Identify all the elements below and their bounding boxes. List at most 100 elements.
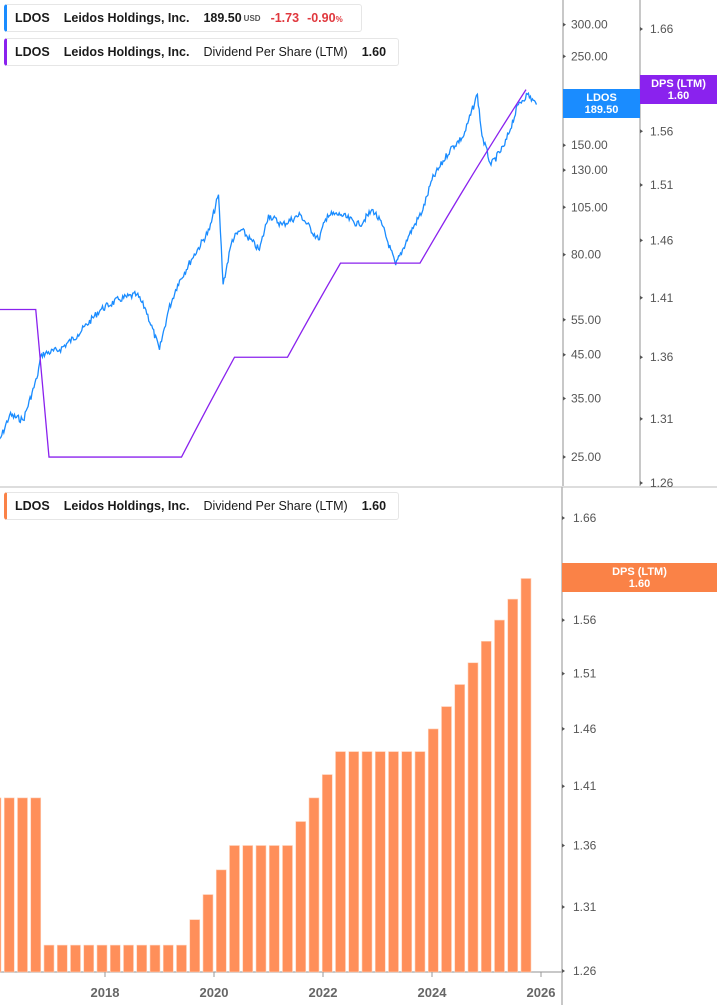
dps-bar [0, 797, 2, 973]
price-tick-label: 105.00 [571, 200, 608, 214]
dps-bar [441, 706, 452, 973]
bottom-y-tick-label: 1.31 [573, 900, 597, 914]
price-tick-label: 25.00 [571, 450, 601, 464]
x-tick-label: 2026 [527, 985, 556, 1000]
dps-bar [123, 944, 134, 973]
dps-bar-chart: 1.661.611.561.511.461.411.361.311.262018… [0, 487, 597, 1005]
dps-line [0, 89, 527, 458]
dps-bar [56, 944, 68, 973]
price-tick-label: 55.00 [571, 313, 601, 327]
legend-company: Leidos Holdings, Inc. [63, 11, 190, 25]
price-tick [563, 352, 566, 357]
bottom-y-tick [562, 726, 565, 731]
legend-price-value: 189.50 [203, 11, 242, 25]
legend-dps[interactable]: LDOS Leidos Holdings, Inc. Dividend Per … [4, 38, 400, 66]
bottom-y-tick [562, 843, 565, 848]
dps-tick-label: 1.51 [650, 178, 674, 192]
dps-bar [282, 845, 293, 973]
price-tick-label: 80.00 [571, 248, 601, 262]
bottom-y-tick [562, 969, 565, 973]
dps-tick-label: 1.66 [650, 22, 674, 36]
legend-value: 1.60 [361, 499, 387, 513]
legend-company: Leidos Holdings, Inc. [63, 499, 190, 513]
dps-tick-label: 1.46 [650, 233, 674, 247]
dps-bar [374, 751, 386, 973]
bottom-y-tick-label: 1.26 [573, 964, 597, 978]
bottom-y-tick-label: 1.46 [573, 722, 597, 736]
dps-tick [640, 129, 643, 134]
price-tag: LDOS 189.50 [563, 89, 640, 118]
dps-bar [401, 751, 413, 973]
dps-bar [321, 774, 333, 973]
dps-bar [202, 894, 214, 973]
legend-value: 1.60 [361, 45, 387, 59]
legend-ticker: LDOS [15, 499, 50, 513]
dps-tick-label: 1.36 [650, 350, 674, 364]
bottom-y-tick-label: 1.66 [573, 511, 597, 525]
price-tick [563, 455, 566, 459]
price-tick-label: 150.00 [571, 138, 608, 152]
dps-bar [268, 845, 280, 973]
bottom-y-tick [562, 784, 565, 789]
price-tick [563, 317, 566, 322]
dps-bar [388, 751, 399, 973]
dps-tick [640, 27, 643, 31]
dps-bar [520, 578, 532, 973]
price-chart: 300.00250.00200.00150.00130.00105.0080.0… [0, 0, 717, 488]
dps-bar [480, 640, 492, 973]
dps-bar [70, 944, 81, 973]
dps-tick [640, 238, 643, 243]
bottom-dps-tag: DPS (LTM) 1.60 [562, 563, 717, 592]
bottom-y-tick [562, 516, 565, 520]
dps-tag-value: 1.60 [667, 89, 690, 102]
price-tag-name: LDOS [586, 91, 617, 104]
price-tick [563, 396, 566, 401]
dps-tick [640, 481, 643, 485]
dps-bar [255, 845, 267, 973]
x-tick-label: 2024 [418, 985, 448, 1000]
dps-tag: DPS (LTM) 1.60 [640, 75, 717, 104]
dps-tick [640, 182, 643, 187]
dps-bar [308, 797, 320, 973]
price-tick [563, 252, 566, 257]
legend-change-pct: -0.90% [307, 11, 343, 25]
dps-bar [162, 944, 174, 973]
legend-metric: Dividend Per Share (LTM) [203, 45, 348, 59]
legend-ticker: LDOS [15, 45, 50, 59]
dps-bar [494, 619, 505, 973]
dps-bar [295, 821, 307, 973]
dps-bar [229, 845, 240, 973]
bottom-y-tick-label: 1.51 [573, 667, 597, 681]
dps-bar [176, 944, 187, 973]
dps-tick-label: 1.26 [650, 476, 674, 488]
price-line [0, 91, 538, 440]
dps-bar [507, 598, 519, 973]
x-tick-label: 2018 [91, 985, 120, 1000]
dps-bar [242, 845, 254, 973]
x-tick-label: 2022 [309, 985, 338, 1000]
bottom-y-tick [562, 618, 565, 623]
price-tick-label: 300.00 [571, 18, 608, 32]
dps-tick-label: 1.41 [650, 291, 674, 305]
dps-bar [83, 944, 95, 973]
dps-tick [640, 416, 643, 421]
bottom-y-tick-label: 1.41 [573, 779, 597, 793]
dps-tick-label: 1.56 [650, 124, 674, 138]
pct-sign: % [335, 15, 343, 24]
dps-bar [335, 751, 346, 973]
price-tick-label: 45.00 [571, 348, 601, 362]
price-tag-value: 189.50 [584, 103, 619, 116]
dps-bar [189, 919, 201, 973]
legend-price[interactable]: LDOS Leidos Holdings, Inc. 189.50 USD -1… [4, 4, 362, 32]
legend-ticker: LDOS [15, 11, 50, 25]
legend-bottom-dps[interactable]: LDOS Leidos Holdings, Inc. Dividend Per … [4, 492, 400, 520]
pct-value: -0.90 [307, 11, 336, 25]
price-tick [563, 205, 566, 210]
dps-bar [3, 797, 15, 973]
bottom-tag-value: 1.60 [628, 577, 651, 590]
dps-bar [109, 944, 121, 973]
bottom-y-tick [562, 905, 565, 910]
legend-change: -1.73 [270, 11, 300, 25]
x-tick-label: 2020 [200, 985, 229, 1000]
dps-tick-label: 1.31 [650, 412, 674, 426]
